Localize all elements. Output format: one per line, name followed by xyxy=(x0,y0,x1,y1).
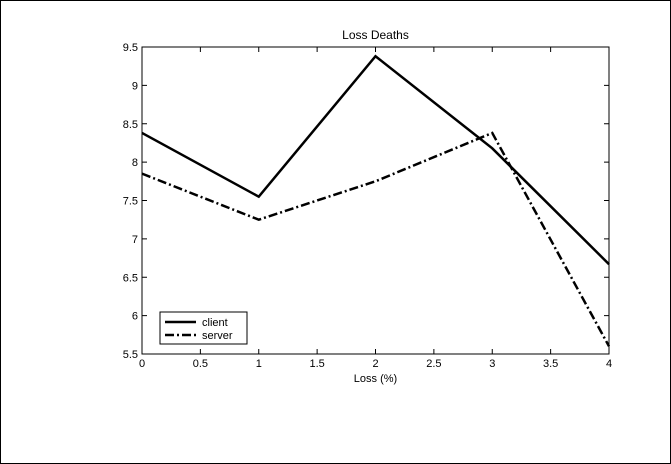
y-tick-label: 7 xyxy=(132,234,138,246)
x-axis: 0 0.5 1 1.5 2 2.5 3 3.5 4 xyxy=(139,47,612,370)
legend-label-client: client xyxy=(202,317,228,329)
y-tick-label: 9.5 xyxy=(123,42,138,54)
y-tick-label: 6.5 xyxy=(123,272,138,284)
legend-box xyxy=(159,311,248,345)
x-tick-label: 2 xyxy=(372,358,378,370)
y-tick-label: 8.5 xyxy=(123,119,138,131)
x-tick-label: 3.5 xyxy=(543,358,558,370)
y-axis: 5.5 6 6.5 7 7.5 8 8.5 9 9.5 xyxy=(123,42,609,361)
y-tick-label: 8 xyxy=(132,157,138,169)
x-tick-label: 2.5 xyxy=(426,358,441,370)
series-layer xyxy=(141,54,611,347)
x-axis-title: Loss (%) xyxy=(354,373,397,385)
x-tick-label: 1 xyxy=(256,358,262,370)
x-tick-label: 3 xyxy=(489,358,495,370)
y-tick-label: 6 xyxy=(132,311,138,323)
x-tick-label: 1.5 xyxy=(309,358,324,370)
y-tick-label: 7.5 xyxy=(123,196,138,208)
x-tick-label: 0 xyxy=(139,358,145,370)
legend-label-server: server xyxy=(202,330,233,342)
x-tick-label: 0.5 xyxy=(193,358,208,370)
y-tick-label: 5.5 xyxy=(123,349,138,361)
x-tick-label: 4 xyxy=(606,358,612,370)
plot-area xyxy=(141,46,610,355)
y-tick-label: 9 xyxy=(132,80,138,92)
series-line-server xyxy=(141,131,611,347)
chart-title: Loss Deaths xyxy=(342,28,409,42)
